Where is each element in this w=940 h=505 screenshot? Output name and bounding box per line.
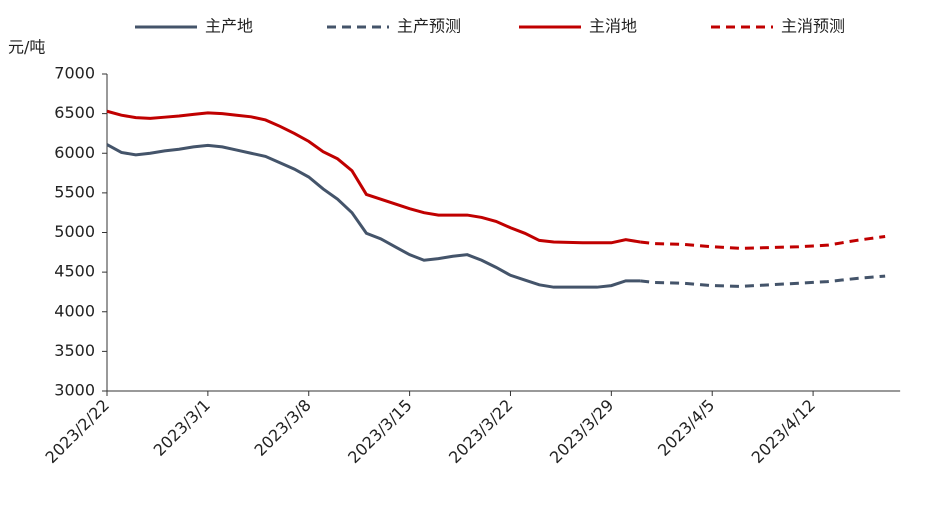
y-tick-label: 6000 [54, 143, 95, 162]
x-tick-label: 2023/3/22 [445, 396, 516, 467]
series-line [106, 109, 641, 245]
x-tick-label: 2023/3/29 [546, 396, 617, 467]
y-tick-label: 3500 [54, 341, 95, 360]
legend-label: 主产预测 [397, 17, 461, 36]
y-tick-label: 7000 [54, 64, 95, 83]
legend-label: 主产地 [205, 17, 253, 36]
y-unit: 元/吨 [8, 38, 45, 57]
legend-label: 主消地 [589, 17, 637, 36]
y-tick-label: 5500 [54, 182, 95, 201]
x-tick-label: 2023/4/12 [748, 396, 819, 467]
series-line [640, 234, 886, 250]
x-tick-label: 2023/3/1 [150, 396, 214, 460]
y-tick-label: 5000 [54, 222, 95, 241]
y-tick-label: 4500 [54, 262, 95, 281]
x-tick-label: 2023/3/8 [251, 396, 315, 460]
series-line [640, 274, 886, 288]
series-line [106, 143, 641, 289]
x-tick-label: 2023/4/5 [654, 396, 718, 460]
y-tick-label: 3000 [54, 381, 95, 400]
x-tick-label: 2023/3/15 [344, 396, 415, 467]
y-tick-label: 4000 [54, 301, 95, 320]
legend-label: 主消预测 [781, 17, 845, 36]
x-tick-label: 2023/2/22 [42, 396, 113, 467]
y-tick-label: 6500 [54, 103, 95, 122]
